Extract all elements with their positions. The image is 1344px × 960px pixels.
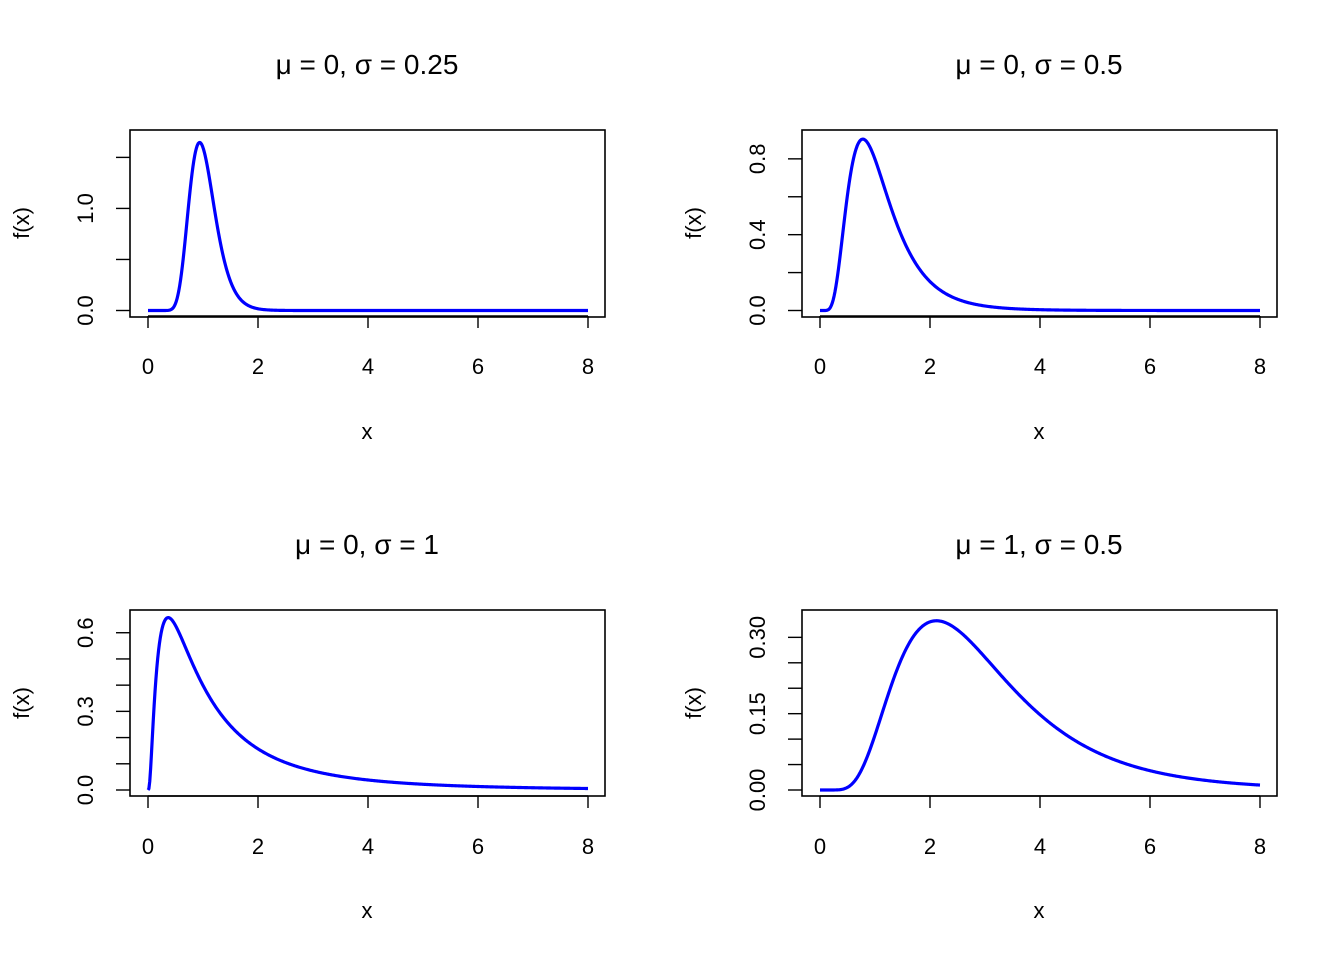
y-tick-label: 0.0 (745, 295, 770, 326)
x-tick-label: 2 (252, 834, 264, 859)
x-tick-label: 8 (1254, 834, 1266, 859)
plot-frame (801, 609, 1278, 797)
x-tick-label: 8 (582, 834, 594, 859)
plot-frame (129, 129, 606, 318)
x-axis-label: x (1034, 419, 1045, 444)
y-tick-label: 0.8 (745, 144, 770, 175)
density-curve-group (819, 619, 1261, 792)
x-tick-label: 8 (582, 354, 594, 379)
x-tick-label: 4 (362, 834, 374, 859)
y-tick-label: 1.0 (73, 193, 98, 224)
panel-lognormal-mu0-sigma0.25: μ = 0, σ = 0.25 x f(x) 0 2 4 6 8 0.0 1.0 (9, 49, 606, 444)
x-tick-label: 6 (1144, 834, 1156, 859)
density-curve (819, 619, 1261, 792)
x-tick-label: 0 (142, 354, 154, 379)
panel-title: μ = 0, σ = 0.5 (955, 49, 1122, 80)
x-tick-label: 8 (1254, 354, 1266, 379)
y-tick-label: 0.6 (73, 617, 98, 648)
axis-ticks: 0 2 4 6 8 0.0 0.3 0.6 (73, 617, 594, 859)
density-curve-group (147, 140, 589, 313)
y-tick-label: 0.0 (73, 295, 98, 326)
density-curve-group (146, 615, 589, 791)
axis-ticks: 0 2 4 6 8 0.0 0.4 0.8 (745, 144, 1266, 379)
density-curve (147, 140, 589, 313)
x-tick-label: 4 (362, 354, 374, 379)
y-tick-label: 0.15 (745, 692, 770, 735)
y-tick-label: 0.30 (745, 616, 770, 659)
x-tick-label: 2 (924, 834, 936, 859)
y-axis-label: f(x) (681, 687, 706, 719)
x-tick-label: 2 (252, 354, 264, 379)
panel-title: μ = 0, σ = 1 (295, 529, 439, 560)
x-axis-label: x (362, 898, 373, 923)
x-tick-label: 6 (472, 354, 484, 379)
y-tick-label: 0.00 (745, 769, 770, 812)
y-tick-label: 0.4 (745, 219, 770, 250)
axis-ticks: 0 2 4 6 8 0.00 0.15 0.30 (745, 616, 1266, 859)
x-tick-label: 4 (1034, 834, 1046, 859)
density-curve-group (819, 137, 1261, 313)
y-axis-label: f(x) (9, 687, 34, 719)
panel-lognormal-mu1-sigma0.5: μ = 1, σ = 0.5 x f(x) 0 2 4 6 8 0.00 0.15 0.30 (681, 529, 1278, 923)
panel-lognormal-mu0-sigma1: μ = 0, σ = 1 x f(x) 0 2 4 6 8 0.0 0.3 0.6 (9, 529, 606, 923)
plot-frame (129, 609, 606, 797)
density-curve (819, 137, 1261, 313)
y-axis-label: f(x) (9, 207, 34, 239)
x-tick-label: 6 (472, 834, 484, 859)
panel-title: μ = 1, σ = 0.5 (955, 529, 1122, 560)
y-tick-label: 0.3 (73, 696, 98, 727)
x-tick-label: 4 (1034, 354, 1046, 379)
x-axis-label: x (1034, 898, 1045, 923)
density-curve (146, 615, 589, 791)
x-tick-label: 6 (1144, 354, 1156, 379)
x-tick-label: 0 (142, 834, 154, 859)
axis-ticks: 0 2 4 6 8 0.0 1.0 (73, 156, 594, 379)
x-tick-label: 2 (924, 354, 936, 379)
panel-lognormal-mu0-sigma0.5: μ = 0, σ = 0.5 x f(x) 0 2 4 6 8 0.0 0.4 0.8 (681, 49, 1278, 444)
y-axis-label: f(x) (681, 207, 706, 239)
panel-title: μ = 0, σ = 0.25 (276, 49, 459, 80)
x-tick-label: 0 (814, 354, 826, 379)
x-axis-label: x (362, 419, 373, 444)
x-tick-label: 0 (814, 834, 826, 859)
y-tick-label: 0.0 (73, 775, 98, 806)
